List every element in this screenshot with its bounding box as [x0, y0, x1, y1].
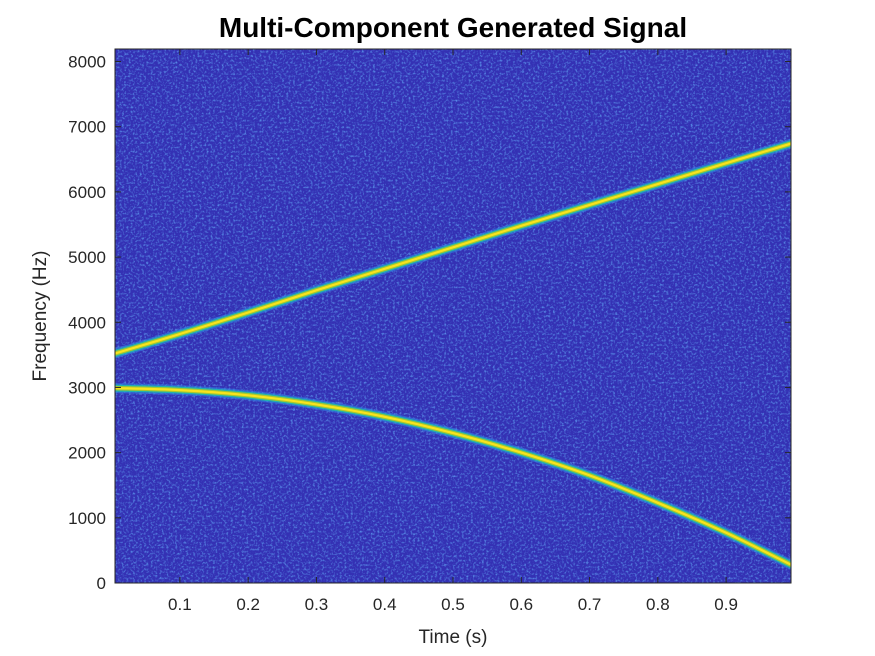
y-tick-label: 7000	[68, 118, 106, 137]
y-tick-label: 0	[97, 574, 106, 593]
signal-component-2-stroke	[115, 387, 791, 566]
x-tick-label: 0.2	[236, 595, 260, 614]
ridge-layer	[115, 138, 791, 570]
x-tick-label: 0.4	[373, 595, 397, 614]
x-tick-label: 0.6	[509, 595, 533, 614]
x-tick-label: 0.9	[714, 595, 738, 614]
plot-area	[115, 49, 791, 583]
signal-component-2	[115, 383, 791, 570]
y-tick-label: 2000	[68, 444, 106, 463]
spectrogram-noise	[115, 49, 791, 583]
x-axis-label: Time (s)	[419, 627, 488, 648]
x-tick-label: 0.8	[646, 595, 670, 614]
x-tick-label: 0.7	[578, 595, 602, 614]
x-tick-label: 0.3	[305, 595, 329, 614]
y-axis: 0 1000 2000 3000 4000 5000 6000 7000 8000	[68, 53, 791, 593]
y-tick-label: 1000	[68, 509, 106, 528]
y-tick-label: 6000	[68, 183, 106, 202]
x-axis: 0.1 0.2 0.3 0.4 0.5 0.6 0.7 0.8 0.9	[168, 49, 738, 614]
y-tick-label: 3000	[68, 378, 106, 397]
y-axis-label: Frequency (Hz)	[30, 251, 51, 382]
y-tick-label: 4000	[68, 313, 106, 332]
signal-component-1	[115, 138, 791, 359]
y-tick-label: 8000	[68, 53, 106, 72]
x-tick-label: 0.5	[441, 595, 465, 614]
x-tick-label: 0.1	[168, 595, 192, 614]
signal-component-1-stroke	[115, 142, 791, 355]
y-tick-label: 5000	[68, 248, 106, 267]
chart-title: Multi-Component Generated Signal	[219, 12, 687, 43]
